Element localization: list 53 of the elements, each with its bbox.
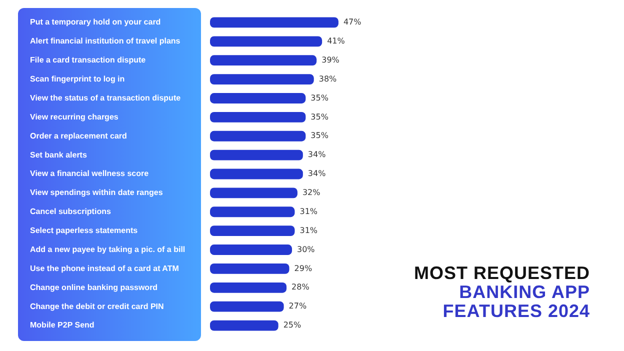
y-tick-label: Mobile P2P Send [30,320,94,330]
y-tick-label: View a financial wellness score [30,169,150,178]
y-tick-label: Select paperless statements [30,226,138,236]
data-label: 29% [294,264,312,273]
y-tick-label: Scan fingerprint to log in [30,74,125,84]
y-tick-label: Use the phone instead of a card at ATM [30,264,180,273]
bar [210,168,303,180]
data-label: 39% [322,55,340,64]
y-tick-label: Cancel subscriptions [30,207,112,216]
data-label: 25% [283,320,302,330]
y-tick-label: Alert financial institution of travel plans [30,36,181,46]
y-tick-label: Order a replacement card [30,131,128,140]
y-tick-label: Change the debit or credit card PIN [30,302,164,311]
text: BANKING APP FEATURES 2024 [442,282,590,321]
data-label: 28% [292,282,310,292]
data-label: 41% [327,36,346,46]
y-tick-label: Set bank alerts [30,150,88,160]
bar [210,150,303,160]
data-label: 35% [310,112,329,122]
data-label: 30% [297,244,316,254]
bar [210,188,298,198]
data-label: 34% [308,150,326,160]
y-tick-label: View recurring charges [30,112,119,122]
data-label: 34% [308,169,326,178]
bar [210,36,322,47]
y-tick-label: File a card transaction dispute [30,56,146,65]
bar [210,112,306,122]
y-tick-label: Put a temporary hold on your card [30,18,161,27]
y-tick-label: View the status of a transaction dispute [30,93,182,102]
bar [210,17,338,28]
bar [210,282,287,293]
bar [210,301,284,312]
bar [210,74,314,85]
data-label: 47% [343,18,362,27]
bar [210,93,306,104]
y-tick-label: View spendings within date ranges [30,188,164,198]
data-label: 32% [302,188,321,198]
bar [210,320,278,331]
data-label: 35% [310,93,329,102]
bar [210,206,295,218]
data-label: 31% [300,206,318,216]
bar [210,244,292,255]
bar [210,55,317,66]
data-label: 38% [318,74,338,84]
y-tick-label: Change online banking password [30,282,158,292]
bar [210,226,295,236]
text: MOST REQUESTED [414,263,590,283]
data-label: 31% [300,226,318,235]
data-label: 35% [310,131,329,140]
y-tick-label: Add a new payee by taking a pic. of a bill [30,244,186,254]
data-label: 27% [288,302,307,311]
bar [210,263,290,274]
bar [210,130,306,142]
